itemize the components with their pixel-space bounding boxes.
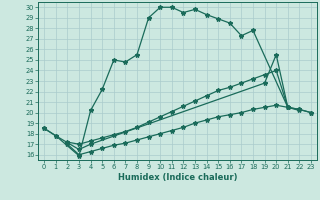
X-axis label: Humidex (Indice chaleur): Humidex (Indice chaleur): [118, 173, 237, 182]
